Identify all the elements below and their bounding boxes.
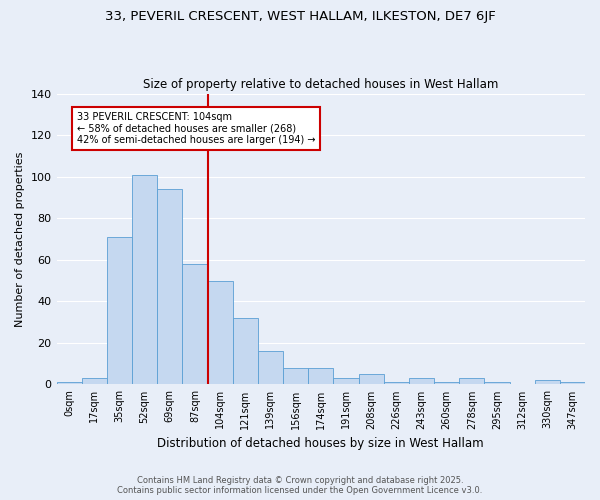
Bar — [535, 380, 560, 384]
Bar — [409, 378, 434, 384]
Bar — [383, 382, 409, 384]
Bar — [182, 264, 208, 384]
Bar — [560, 382, 585, 384]
Bar — [359, 374, 383, 384]
Bar — [459, 378, 484, 384]
Text: 33 PEVERIL CRESCENT: 104sqm
← 58% of detached houses are smaller (268)
42% of se: 33 PEVERIL CRESCENT: 104sqm ← 58% of det… — [77, 112, 315, 146]
Bar — [107, 237, 132, 384]
Y-axis label: Number of detached properties: Number of detached properties — [15, 152, 25, 326]
Bar — [283, 368, 308, 384]
X-axis label: Distribution of detached houses by size in West Hallam: Distribution of detached houses by size … — [157, 437, 484, 450]
Text: 33, PEVERIL CRESCENT, WEST HALLAM, ILKESTON, DE7 6JF: 33, PEVERIL CRESCENT, WEST HALLAM, ILKES… — [104, 10, 496, 23]
Bar — [233, 318, 258, 384]
Bar — [308, 368, 334, 384]
Bar — [208, 280, 233, 384]
Text: Contains HM Land Registry data © Crown copyright and database right 2025.
Contai: Contains HM Land Registry data © Crown c… — [118, 476, 482, 495]
Bar — [56, 382, 82, 384]
Bar — [484, 382, 509, 384]
Bar — [334, 378, 359, 384]
Bar — [434, 382, 459, 384]
Bar — [82, 378, 107, 384]
Title: Size of property relative to detached houses in West Hallam: Size of property relative to detached ho… — [143, 78, 499, 91]
Bar — [132, 174, 157, 384]
Bar — [258, 351, 283, 384]
Bar — [157, 189, 182, 384]
